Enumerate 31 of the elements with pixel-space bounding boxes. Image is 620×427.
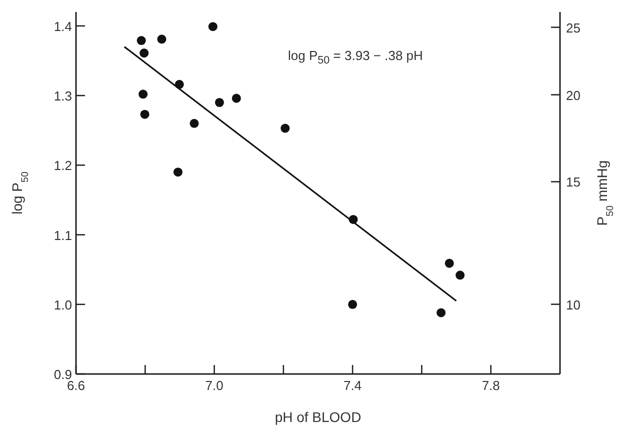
x-tick-label: 7.8 <box>482 378 500 393</box>
annotation: log P$_{50}$ = 3.93 − .38 pH <box>288 48 423 67</box>
x-axis-title: pH of BLOOD <box>274 409 362 425</box>
point <box>138 90 148 99</box>
y2-tick-label: 15 <box>566 174 580 190</box>
point <box>456 270 465 280</box>
y-tick-label: 1.4 <box>54 18 72 34</box>
point <box>436 308 446 318</box>
point <box>348 300 358 309</box>
point <box>348 214 358 224</box>
point <box>140 48 149 58</box>
point <box>190 118 199 128</box>
y-tick-label: 1.1 <box>54 228 72 243</box>
y2-tick-label: 25 <box>566 20 580 36</box>
point <box>232 94 241 103</box>
point <box>444 258 454 268</box>
y2-tick-label: 10 <box>566 297 580 312</box>
x-tick-label: 7.4 <box>344 378 362 393</box>
point <box>280 124 290 133</box>
point <box>140 110 150 119</box>
point <box>173 168 182 177</box>
y-tick-label: 1.0 <box>54 297 72 312</box>
point <box>174 80 184 89</box>
point <box>208 22 218 32</box>
point <box>214 98 224 108</box>
y2-tick-label: 20 <box>566 88 580 103</box>
point <box>157 34 166 44</box>
y-tick-label: 1.2 <box>54 158 72 174</box>
point <box>136 36 146 46</box>
x-tick-label: 7.0 <box>205 378 224 393</box>
y-tick-label: 1.3 <box>54 88 72 104</box>
